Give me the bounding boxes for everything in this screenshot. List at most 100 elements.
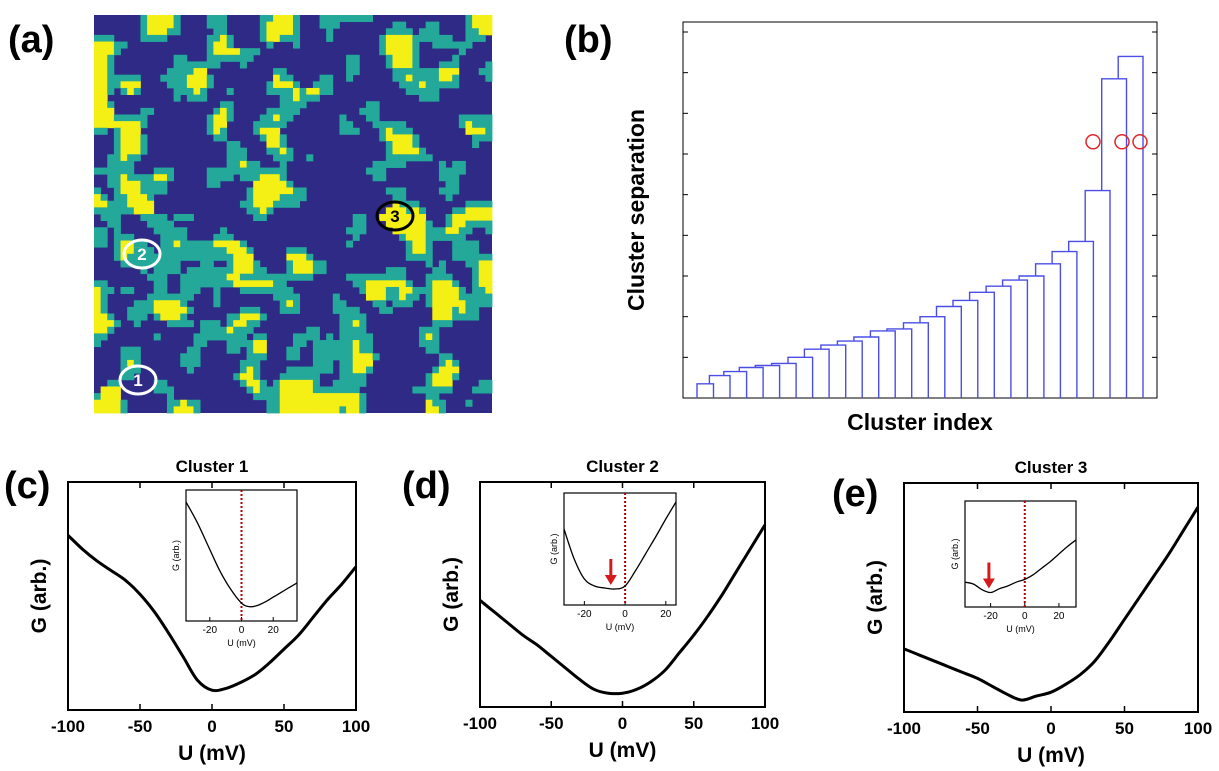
map-cell <box>379 167 387 175</box>
map-cell <box>94 340 102 348</box>
map-cell <box>286 74 294 82</box>
map-cell <box>253 187 261 195</box>
map-cell <box>419 28 427 36</box>
map-cell <box>306 267 314 275</box>
map-cell <box>346 240 354 248</box>
map-cell <box>352 61 360 69</box>
map-cell <box>385 306 393 314</box>
map-cell <box>379 48 387 56</box>
map-cell <box>113 134 121 142</box>
map-cell <box>120 74 128 82</box>
map-cell <box>299 273 307 281</box>
map-cell <box>346 68 354 76</box>
map-cell <box>405 300 413 308</box>
map-cell <box>312 87 320 95</box>
map-cell <box>286 273 294 281</box>
map-cell <box>239 167 247 175</box>
map-cell <box>160 187 168 195</box>
map-cell <box>220 273 228 281</box>
map-cell <box>147 220 155 228</box>
map-cell <box>200 247 208 255</box>
map-cell <box>385 286 393 294</box>
map-cell <box>392 121 400 129</box>
map-cell <box>266 273 274 281</box>
map-cell <box>113 180 121 188</box>
map-cell <box>246 280 254 288</box>
map-cell <box>438 187 446 195</box>
map-cell <box>385 141 393 149</box>
map-cell <box>399 227 407 235</box>
map-cell <box>319 359 327 367</box>
map-cell <box>445 194 453 202</box>
map-cell <box>339 386 347 394</box>
map-cell <box>445 233 453 241</box>
map-cell <box>465 306 473 314</box>
map-cell <box>147 28 155 36</box>
map-cell <box>279 141 287 149</box>
map-cell <box>485 273 493 281</box>
map-cell <box>193 359 201 367</box>
map-cell <box>458 214 466 222</box>
map-cell <box>246 194 254 202</box>
chart-title: Cluster 3 <box>1015 458 1088 477</box>
conductance-curve <box>66 534 358 693</box>
map-cell <box>266 15 274 23</box>
map-cell <box>153 187 161 195</box>
map-cell <box>100 240 108 248</box>
map-cell <box>412 386 420 394</box>
map-cell <box>352 393 360 401</box>
map-cell <box>399 220 407 228</box>
panel-label-a: (a) <box>8 19 54 61</box>
map-cell <box>186 366 194 374</box>
map-cell <box>346 54 354 62</box>
map-cell <box>173 260 181 268</box>
map-cell <box>279 107 287 115</box>
map-cell <box>259 340 267 348</box>
map-cell <box>259 15 267 23</box>
map-cell <box>113 194 121 202</box>
map-cell <box>293 333 301 341</box>
map-cell <box>213 121 221 129</box>
map-cell <box>200 94 208 102</box>
map-cell <box>127 147 135 155</box>
map-cell <box>425 280 433 288</box>
map-cell <box>100 87 108 95</box>
map-cell <box>385 220 393 228</box>
map-cell <box>438 61 446 69</box>
map-cell <box>239 280 247 288</box>
map-cell <box>173 313 181 321</box>
map-cell <box>133 134 141 142</box>
map-cell <box>140 214 148 222</box>
map-cell <box>372 293 380 301</box>
marker-ring <box>118 364 158 396</box>
map-cell <box>193 340 201 348</box>
map-cell <box>432 313 440 321</box>
map-cell <box>160 306 168 314</box>
map-cell <box>412 87 420 95</box>
map-cell <box>140 260 148 268</box>
map-cell <box>266 406 274 414</box>
map-cell <box>286 15 294 23</box>
map-cell <box>94 48 102 56</box>
map-cell <box>438 68 446 76</box>
map-cell <box>239 320 247 328</box>
map-cell <box>405 240 413 248</box>
map-cell <box>140 28 148 36</box>
map-cell <box>312 359 320 367</box>
map-cell <box>432 280 440 288</box>
map-cell <box>465 247 473 255</box>
map-cell <box>432 74 440 82</box>
map-cell <box>299 101 307 109</box>
map-cell <box>412 141 420 149</box>
map-cell <box>120 81 128 89</box>
map-cell <box>312 340 320 348</box>
map-cell <box>226 101 234 109</box>
map-cell <box>286 34 294 42</box>
panel-label-b: (b) <box>564 19 613 61</box>
map-cell <box>94 320 102 328</box>
map-cell <box>452 68 460 76</box>
map-cell <box>193 353 201 361</box>
map-cell <box>412 220 420 228</box>
map-cell <box>107 200 115 208</box>
